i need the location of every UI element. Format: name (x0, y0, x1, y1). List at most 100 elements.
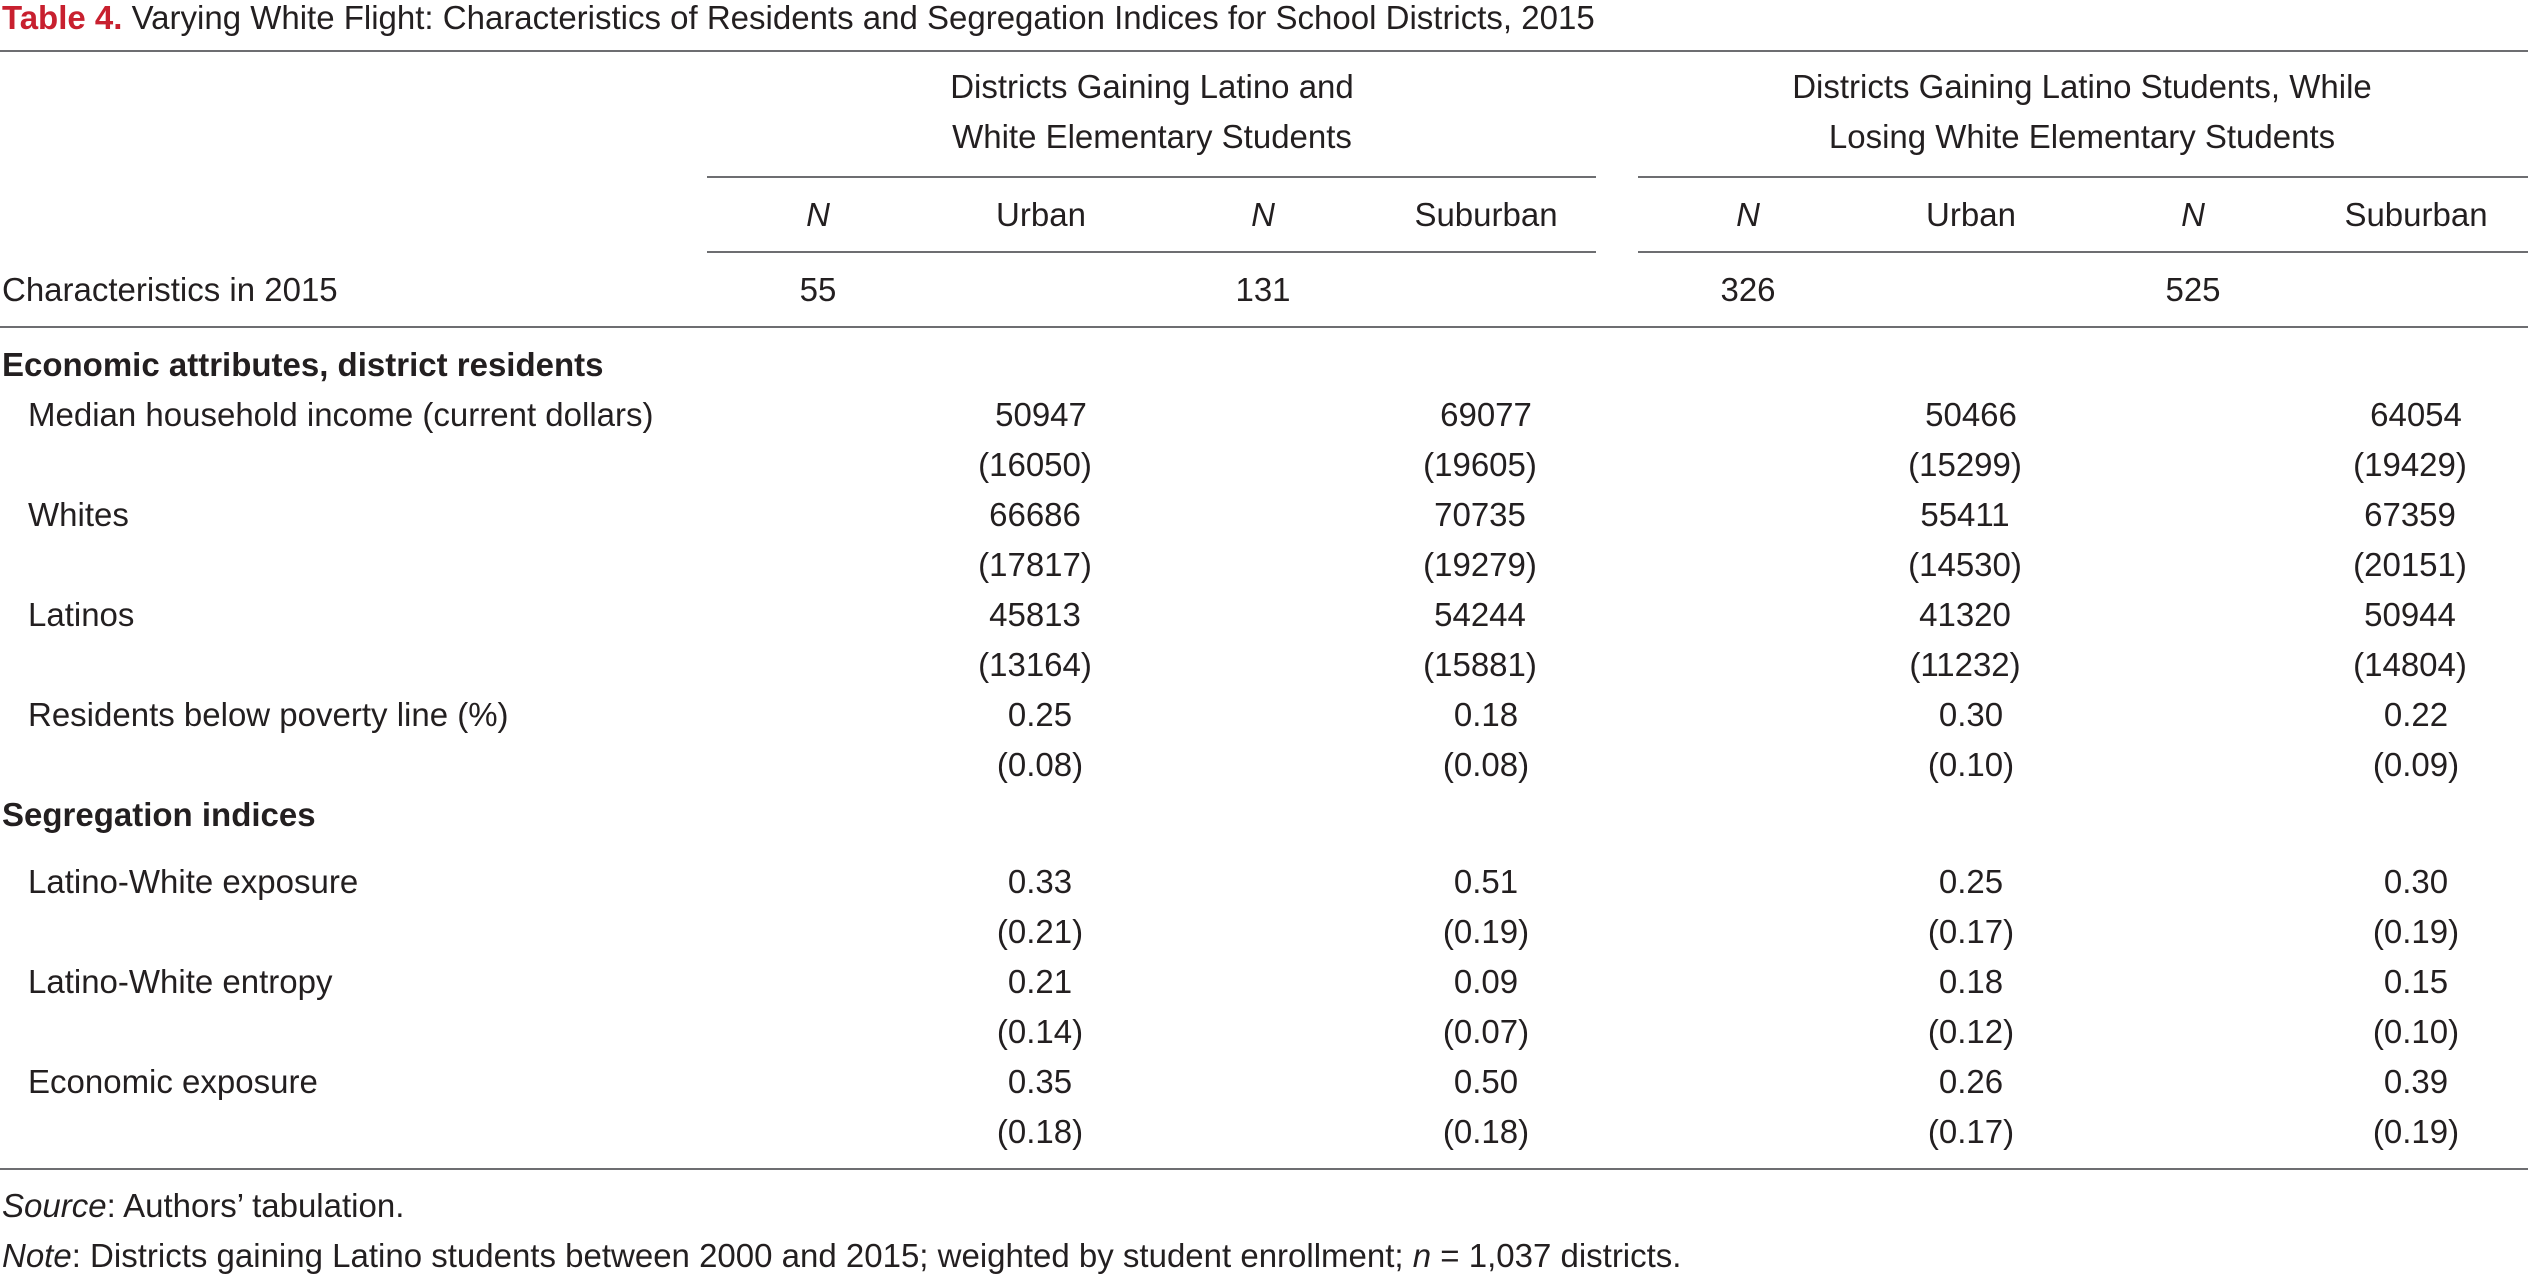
cell-sd: (19279) (1423, 546, 1537, 583)
cell-sd: (14804) (2353, 646, 2467, 683)
cell-value: 0.25 (1007, 696, 1073, 733)
source-label: Source (2, 1187, 107, 1224)
cell-sd: (0.09) (2372, 746, 2460, 783)
note-n: n (1412, 1237, 1432, 1274)
row-label-economic-exposure: Economic exposure (28, 1063, 318, 1100)
cell-sd: (0.18) (996, 1113, 1084, 1150)
cell-value: 67359 (2364, 496, 2456, 533)
row-label-median-income: Median household income (current dollars… (28, 396, 654, 433)
column-header-n: N (2181, 196, 2205, 233)
n-value: 326 (1720, 271, 1776, 308)
cell-value: 0.50 (1453, 1063, 1519, 1100)
cell-sd: (0.14) (996, 1013, 1084, 1050)
cell-value: 0.25 (1938, 863, 2004, 900)
row-label-whites: Whites (28, 496, 129, 533)
row-label-latino-white-entropy: Latino-White entropy (28, 963, 333, 1000)
table-number: Table 4. (2, 0, 123, 36)
n-value: 131 (1235, 271, 1291, 308)
cell-sd: (20151) (2353, 546, 2467, 583)
cell-sd: (0.19) (2372, 913, 2460, 950)
column-rule-gaining-white (707, 251, 1596, 253)
cell-value: 0.33 (1007, 863, 1073, 900)
cell-sd: (0.17) (1927, 913, 2015, 950)
cell-value: 55411 (1920, 496, 2010, 533)
characteristics-label: Characteristics in 2015 (2, 271, 338, 308)
group-header-gaining-white-line1: Districts Gaining Latino and (950, 68, 1354, 105)
cell-sd: (0.10) (2372, 1013, 2460, 1050)
column-header-urban: Urban (996, 196, 1086, 233)
column-header-n: N (1251, 196, 1275, 233)
column-header-suburban: Suburban (1414, 196, 1558, 233)
cell-sd: (17817) (978, 546, 1092, 583)
row-label-poverty: Residents below poverty line (%) (28, 696, 509, 733)
group-rule-gaining-white (707, 176, 1596, 178)
cell-value: 69077 (1440, 396, 1532, 433)
table-title-text: Varying White Flight: Characteristics of… (131, 0, 1595, 36)
table-note: Note: Districts gaining Latino students … (2, 1236, 1681, 1276)
bottom-rule (0, 1168, 2528, 1170)
cell-value: 0.15 (2383, 963, 2449, 1000)
cell-value: 0.18 (1453, 696, 1519, 733)
header-bottom-rule (0, 326, 2528, 328)
cell-sd: (0.19) (1442, 913, 1530, 950)
cell-value: 0.39 (2383, 1063, 2449, 1100)
cell-sd: (11232) (1909, 646, 2021, 683)
column-header-urban: Urban (1926, 196, 2016, 233)
cell-value: 41320 (1919, 596, 2011, 633)
group-header-losing-white-line2: Losing White Elementary Students (1828, 118, 2336, 155)
cell-sd: (0.08) (1442, 746, 1530, 783)
cell-sd: (13164) (978, 646, 1092, 683)
cell-sd: (0.12) (1927, 1013, 2015, 1050)
cell-value: 0.09 (1453, 963, 1519, 1000)
cell-sd: (0.18) (1442, 1113, 1530, 1150)
cell-value: 0.21 (1007, 963, 1073, 1000)
cell-value: 0.30 (2383, 863, 2449, 900)
cell-sd: (0.19) (2372, 1113, 2460, 1150)
cell-value: 50944 (2364, 596, 2456, 633)
cell-sd: (15299) (1908, 446, 2022, 483)
row-label-latino-white-exposure: Latino-White exposure (28, 863, 359, 900)
row-label-latinos: Latinos (28, 596, 135, 633)
cell-value: 66686 (989, 496, 1081, 533)
section-heading-economic: Economic attributes, district residents (2, 346, 604, 383)
group-header-losing-white-line1: Districts Gaining Latino Students, While (1792, 68, 2372, 105)
cell-sd: (19429) (2353, 446, 2467, 483)
cell-sd: (14530) (1908, 546, 2022, 583)
cell-value: 0.30 (1938, 696, 2004, 733)
cell-sd: (0.10) (1927, 746, 2015, 783)
cell-sd: (19605) (1423, 446, 1537, 483)
cell-value: 0.35 (1007, 1063, 1073, 1100)
column-header-n: N (806, 196, 830, 233)
cell-value: 0.26 (1938, 1063, 2004, 1100)
cell-value: 0.22 (2383, 696, 2449, 733)
source-note: Source: Authors’ tabulation. (2, 1186, 404, 1226)
top-rule (0, 50, 2528, 52)
cell-value: 45813 (989, 596, 1081, 633)
cell-value: 50947 (995, 396, 1087, 433)
column-header-n: N (1736, 196, 1760, 233)
column-header-suburban: Suburban (2344, 196, 2488, 233)
n-value: 525 (2165, 271, 2221, 308)
section-heading-segregation: Segregation indices (2, 796, 316, 833)
note-label: Note (2, 1237, 72, 1274)
n-value: 55 (799, 271, 837, 308)
note-text: : Districts gaining Latino students betw… (71, 1237, 1413, 1274)
cell-sd: (0.08) (996, 746, 1084, 783)
cell-sd: (0.17) (1927, 1113, 2015, 1150)
note-text-end: = 1,037 districts. (1431, 1237, 1682, 1274)
cell-value: 0.51 (1453, 863, 1519, 900)
cell-value: 64054 (2370, 396, 2462, 433)
group-rule-losing-white (1638, 176, 2528, 178)
cell-sd: (16050) (978, 446, 1092, 483)
cell-sd: (0.07) (1442, 1013, 1530, 1050)
cell-sd: (0.21) (996, 913, 1084, 950)
source-text: : Authors’ tabulation. (106, 1187, 405, 1224)
column-rule-losing-white (1638, 251, 2528, 253)
group-header-gaining-white-line2: White Elementary Students (952, 118, 1352, 155)
cell-sd: (15881) (1423, 646, 1537, 683)
cell-value: 0.18 (1938, 963, 2004, 1000)
cell-value: 54244 (1434, 596, 1526, 633)
table-title: Table 4. Varying White Flight: Character… (2, 0, 1595, 38)
cell-value: 70735 (1434, 496, 1526, 533)
